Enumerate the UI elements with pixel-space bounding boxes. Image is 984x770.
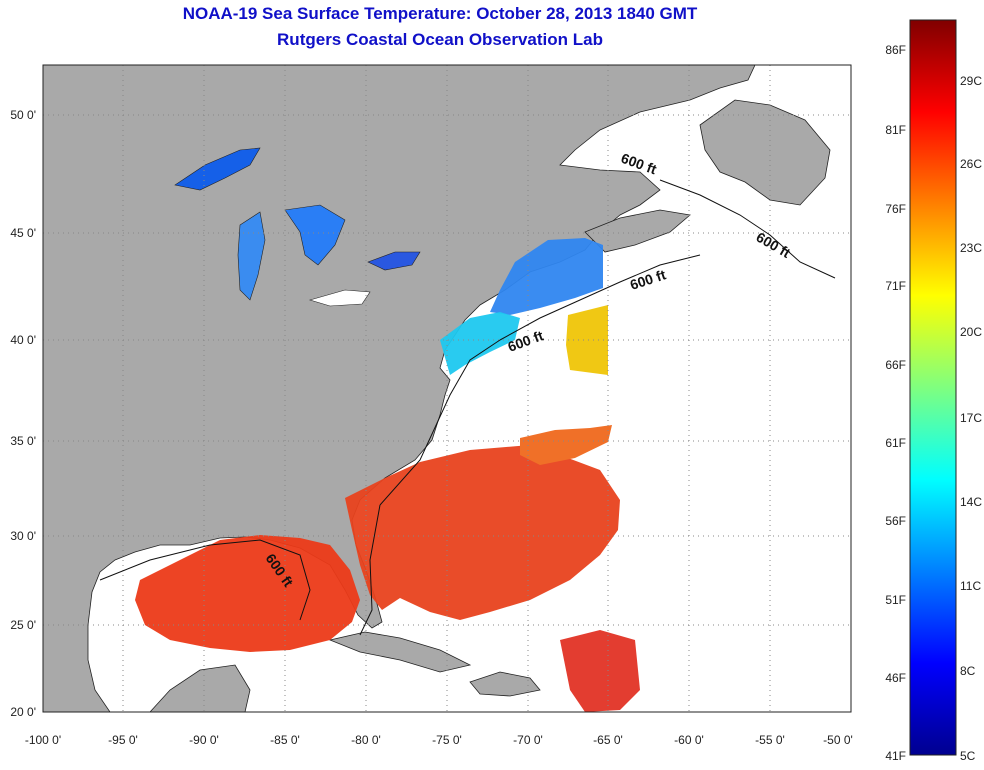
- colorbar-c-label: 14C: [960, 495, 982, 509]
- colorbar-f-label: 86F: [885, 43, 906, 57]
- colorbar-c-label: 26C: [960, 157, 982, 171]
- colorbar-f-label: 81F: [885, 123, 906, 137]
- lat-label: 20 0': [10, 705, 36, 719]
- lon-label: -70 0': [513, 733, 543, 747]
- colorbar: [909, 19, 957, 756]
- lon-label: -80 0': [351, 733, 381, 747]
- land-nova-scotia: [584, 209, 691, 253]
- lon-label: -90 0': [189, 733, 219, 747]
- lon-label: -50 0': [823, 733, 853, 747]
- plot-frame: [42, 64, 852, 713]
- longitude-labels: -100 0' -95 0' -90 0' -85 0' -80 0' -75 …: [25, 733, 853, 747]
- colorbar-celsius-labels: 29C 26C 23C 20C 17C 14C 11C 8C 5C: [960, 74, 982, 763]
- colorbar-c-label: 29C: [960, 74, 982, 88]
- lon-label: -85 0': [270, 733, 300, 747]
- sst-gulf-of-mexico: [135, 535, 360, 652]
- colorbar-c-label: 8C: [960, 664, 976, 678]
- sst-gulf-stream-east: [520, 425, 612, 465]
- lon-label: -55 0': [755, 733, 785, 747]
- lat-label: 35 0': [10, 434, 36, 448]
- isobath-600ft: [99, 179, 836, 636]
- colorbar-c-label: 23C: [960, 241, 982, 255]
- colorbar-f-label: 51F: [885, 593, 906, 607]
- colorbar-f-label: 66F: [885, 358, 906, 372]
- colorbar-c-label: 20C: [960, 325, 982, 339]
- lake-ontario-sst: [308, 289, 371, 307]
- land-yucatan: [149, 664, 251, 712]
- colorbar-c-label: 17C: [960, 411, 982, 425]
- colorbar-f-label: 76F: [885, 202, 906, 216]
- lat-label: 50 0': [10, 108, 36, 122]
- lake-erie-sst: [367, 251, 421, 271]
- lat-label: 30 0': [10, 529, 36, 543]
- colorbar-f-label: 56F: [885, 514, 906, 528]
- lake-huron-sst: [284, 204, 346, 266]
- land-newfoundland: [699, 99, 831, 206]
- lake-michigan-sst: [237, 211, 266, 301]
- lat-label: 45 0': [10, 226, 36, 240]
- lat-label: 40 0': [10, 333, 36, 347]
- colorbar-f-label: 71F: [885, 279, 906, 293]
- lon-label: -65 0': [593, 733, 623, 747]
- land-cuba: [328, 631, 472, 673]
- map-title: NOAA-19 Sea Surface Temperature: October…: [182, 4, 698, 23]
- land-north-america: [43, 65, 756, 712]
- lon-label: -100 0': [25, 733, 61, 747]
- latitude-labels: 50 0' 45 0' 40 0' 35 0' 30 0' 25 0' 20 0…: [10, 108, 36, 719]
- lat-label: 25 0': [10, 618, 36, 632]
- colorbar-f-label: 61F: [885, 436, 906, 450]
- sst-slope-warm: [566, 305, 608, 375]
- lon-label: -75 0': [432, 733, 462, 747]
- sst-caribbean: [560, 630, 640, 712]
- sst-mid-atlantic-shelf: [440, 312, 520, 375]
- colorbar-f-label: 41F: [885, 749, 906, 763]
- colorbar-fahrenheit-labels: 86F 81F 76F 71F 66F 61F 56F 51F 46F 41F: [885, 43, 906, 763]
- sst-south-atlantic: [345, 445, 620, 620]
- map-subtitle: Rutgers Coastal Ocean Observation Lab: [277, 30, 603, 49]
- colorbar-f-label: 46F: [885, 671, 906, 685]
- colorbar-c-label: 5C: [960, 749, 976, 763]
- lon-label: -60 0': [674, 733, 704, 747]
- lon-label: -95 0': [108, 733, 138, 747]
- sst-gulf-of-maine: [490, 238, 603, 315]
- land-hispaniola: [469, 671, 541, 697]
- lake-superior-sst: [174, 147, 261, 191]
- colorbar-c-label: 11C: [960, 579, 981, 593]
